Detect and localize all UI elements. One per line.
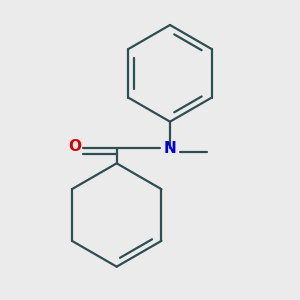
Text: O: O xyxy=(68,139,82,154)
Text: N: N xyxy=(164,141,176,156)
